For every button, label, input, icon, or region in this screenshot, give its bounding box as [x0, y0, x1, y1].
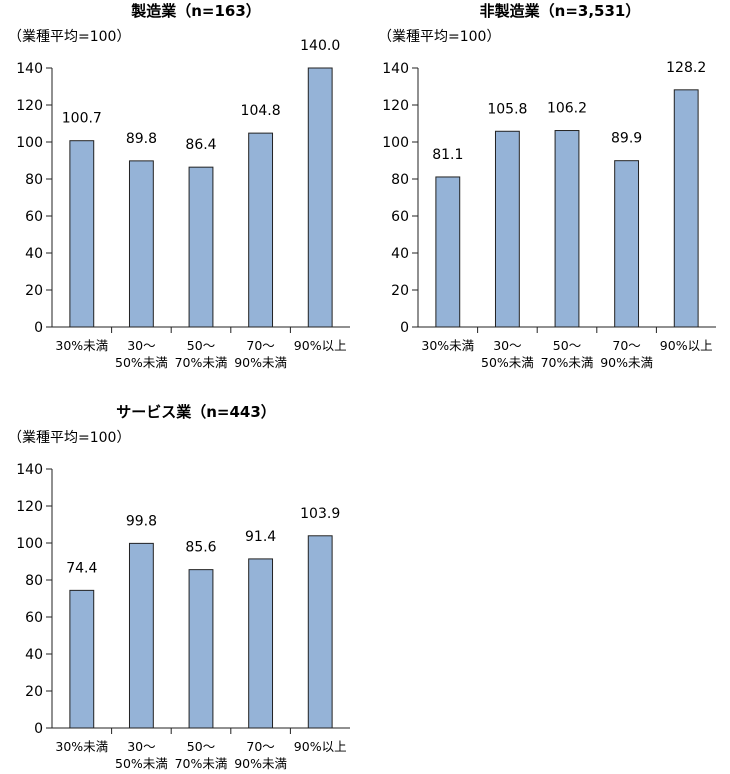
chart-3: サービス業（n=443） （業種平均=100） 0 20 40 60 80 100 120 140…: [8, 403, 350, 771]
x-category-label: 30%未満: [55, 739, 108, 754]
y-tick-label: 0: [34, 721, 43, 737]
bar-value-label: 89.9: [611, 131, 642, 147]
y-tick-label: 60: [25, 610, 43, 626]
y-tick-label: 100: [382, 135, 409, 151]
y-tick-label: 40: [391, 246, 409, 262]
bar-value-label: 81.1: [432, 147, 463, 163]
bar-4: [248, 132, 274, 328]
chart-title: 製造業（n=163）: [130, 2, 261, 20]
x-category-label: 90%以上: [294, 338, 347, 353]
x-category-label: 50%未満: [115, 756, 168, 771]
y-tick-label: 20: [25, 283, 43, 299]
y-tick-label: 60: [391, 209, 409, 225]
y-tick-label: 80: [25, 172, 43, 188]
x-category-label: 50～: [187, 338, 215, 353]
bar-value-label: 86.4: [185, 137, 216, 153]
y-tick-label: 100: [16, 536, 43, 552]
x-category-label: 70～: [246, 338, 274, 353]
chart-1: 製造業（n=163）（業種平均=100） 0 20 40 60 80 100 120 140 10…: [8, 2, 350, 370]
y-axis-unit-label: （業種平均=100）: [378, 29, 500, 45]
x-category-label: 90%以上: [294, 739, 347, 754]
x-category-label: 30%未満: [421, 338, 474, 353]
bar-2: [128, 160, 154, 328]
bar-1: [435, 176, 461, 328]
bar-value-label: 74.4: [66, 560, 97, 576]
bar-value-label: 91.4: [245, 529, 276, 545]
bar-1: [69, 589, 95, 729]
x-category-label: 30%未満: [55, 338, 108, 353]
chart-title: サービス業（n=443）: [116, 403, 276, 421]
bar-3: [554, 130, 580, 328]
y-tick-label: 40: [25, 647, 43, 663]
bar-value-label: 106.2: [547, 101, 587, 117]
y-tick-label: 120: [16, 499, 43, 515]
y-axis-unit-label: （業種平均=100）: [8, 430, 130, 446]
x-category-label: 70～: [612, 338, 640, 353]
x-category-label: 50%未満: [115, 355, 168, 370]
bar-2: [494, 130, 520, 328]
bar-value-label: 105.8: [487, 101, 527, 117]
bar-5: [307, 67, 333, 328]
x-category-label: 50～: [553, 338, 581, 353]
x-category-label: 50%未満: [481, 355, 534, 370]
x-category-label: 70%未満: [541, 355, 594, 370]
bar-1: [69, 140, 95, 328]
y-tick-label: 0: [34, 320, 43, 336]
bar-value-label: 85.6: [185, 540, 216, 556]
y-tick-label: 80: [391, 172, 409, 188]
chart-2: 非製造業（n=3,531） （業種平均=100） 0 20 40 60 80 100 120 14…: [378, 2, 716, 370]
bar-3: [188, 166, 214, 328]
y-tick-label: 100: [16, 135, 43, 151]
bar-value-label: 89.8: [126, 131, 157, 147]
bar-value-label: 103.9: [300, 506, 340, 522]
x-category-label: 50～: [187, 739, 215, 754]
x-category-label: 90%未満: [234, 355, 287, 370]
bar-value-label: 128.2: [666, 60, 706, 76]
bar-value-label: 140.0: [300, 38, 340, 54]
y-tick-label: 20: [25, 684, 43, 700]
y-tick-label: 0: [400, 320, 409, 336]
bar-2: [128, 542, 154, 729]
y-tick-label: 120: [16, 98, 43, 114]
y-tick-label: 80: [25, 573, 43, 589]
x-category-label: 70%未満: [175, 756, 228, 771]
bar-value-label: 100.7: [62, 111, 102, 127]
bar-value-label: 104.8: [241, 103, 281, 119]
y-tick-label: 140: [16, 61, 43, 77]
bar-4: [248, 558, 274, 729]
y-tick-label: 120: [382, 98, 409, 114]
y-tick-label: 40: [25, 246, 43, 262]
bar-3: [188, 569, 214, 729]
x-category-label: 90%未満: [234, 756, 287, 771]
x-category-label: 30～: [127, 338, 155, 353]
bar-5: [307, 535, 333, 729]
y-tick-label: 140: [382, 61, 409, 77]
x-category-label: 90%未満: [600, 355, 653, 370]
x-category-label: 70%未満: [175, 355, 228, 370]
y-tick-label: 140: [16, 462, 43, 478]
x-category-label: 90%以上: [660, 338, 713, 353]
x-category-label: 30～: [127, 739, 155, 754]
bar-4: [614, 160, 640, 328]
y-tick-label: 20: [391, 283, 409, 299]
y-tick-label: 60: [25, 209, 43, 225]
y-axis-unit-label: （業種平均=100）: [8, 29, 130, 45]
bar-5: [673, 89, 699, 328]
bar-value-label: 99.8: [126, 513, 157, 529]
x-category-label: 70～: [246, 739, 274, 754]
x-category-label: 30～: [493, 338, 521, 353]
chart-title: 非製造業（n=3,531）: [480, 2, 641, 20]
